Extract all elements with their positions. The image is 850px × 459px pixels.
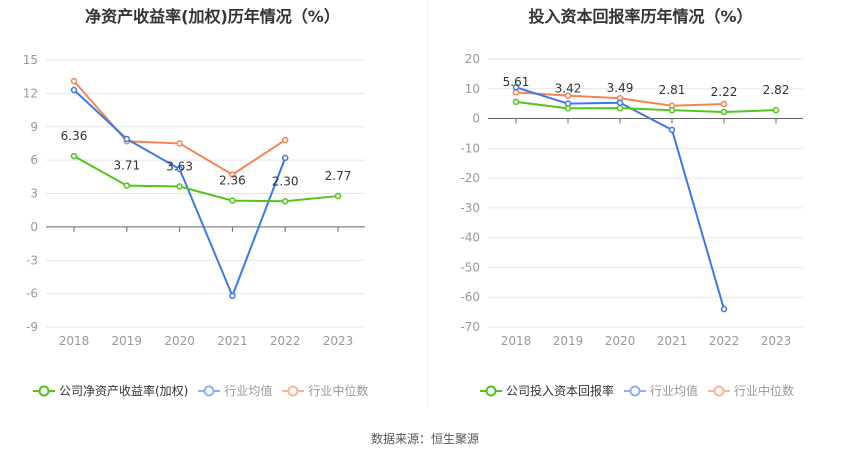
- x-tick-label: 2023: [323, 334, 354, 348]
- chart1-legend: 公司净资产收益率(加权) 行业均值 行业中位数: [33, 382, 368, 399]
- data-label: 2.81: [659, 83, 686, 97]
- data-point: [70, 77, 78, 85]
- legend-marker-icon: [282, 385, 305, 396]
- data-label: 5.61: [503, 75, 530, 89]
- y-tick-label: 9: [30, 120, 38, 134]
- data-point: [281, 198, 289, 205]
- data-point: [668, 126, 676, 134]
- data-label: 2.77: [325, 169, 352, 183]
- legend-company[interactable]: 公司净资产收益率(加权): [33, 382, 188, 399]
- data-label: 3.42: [555, 81, 582, 95]
- data-point: [772, 106, 780, 114]
- y-tick-label: 0: [472, 112, 480, 126]
- data-label: 3.71: [113, 159, 140, 173]
- x-tick-label: 2021: [657, 334, 688, 348]
- x-tick-label: 2020: [164, 334, 195, 348]
- data-point: [176, 165, 183, 173]
- legend-marker-icon: [624, 385, 647, 396]
- y-tick-label: 15: [23, 53, 38, 67]
- data-point: [512, 84, 520, 91]
- data-point: [123, 135, 131, 143]
- y-tick-label: 0: [30, 220, 38, 234]
- y-tick-label: -20: [460, 171, 480, 185]
- data-point: [668, 106, 676, 114]
- data-point: [176, 140, 183, 147]
- y-tick-label: -50: [460, 260, 480, 274]
- x-tick-label: 2021: [217, 334, 248, 348]
- roic-chart: 20 10 0 -10 -20 -30 -40 -50 -60 -70 2018 2019 2020 20…: [460, 52, 803, 348]
- legend-marker-icon: [708, 385, 731, 396]
- legend-company[interactable]: 公司投入资本回报率: [480, 382, 614, 399]
- y-tick-label: 10: [465, 82, 480, 96]
- legend-industry-median[interactable]: 行业中位数: [708, 382, 794, 399]
- data-point: [564, 92, 572, 99]
- roe-chart: 15 12 9 6 3 0 -3 -6 -9 2018 2019 2020 2021 2022 2023 6.…: [23, 53, 365, 348]
- legend-label: 公司净资产收益率(加权): [59, 384, 189, 398]
- legend-label: 行业中位数: [308, 384, 369, 398]
- data-point: [70, 86, 78, 94]
- data-point: [720, 305, 728, 313]
- data-point: [616, 99, 624, 107]
- divider: [427, 0, 428, 408]
- y-tick-label: -10: [460, 141, 480, 155]
- y-tick-label: 3: [30, 187, 38, 201]
- legend-marker-icon: [480, 385, 502, 396]
- data-label: 6.36: [61, 129, 88, 143]
- y-tick-label: -60: [460, 290, 480, 304]
- chart2-legend: 公司投入资本回报率 行业均值 行业中位数: [480, 382, 794, 399]
- data-point: [281, 154, 289, 162]
- y-tick-label: -40: [460, 231, 480, 245]
- data-point: [123, 182, 131, 189]
- x-tick-label: 2022: [709, 334, 740, 348]
- data-point: [616, 104, 624, 112]
- series-line: [515, 100, 777, 113]
- data-point: [70, 152, 78, 160]
- data-point: [564, 105, 572, 112]
- legend-label: 行业中位数: [734, 384, 795, 398]
- x-tick-label: 2022: [270, 334, 301, 348]
- legend-marker-icon: [33, 385, 55, 396]
- x-tick-label: 2018: [59, 334, 90, 348]
- x-tick-label: 2019: [553, 334, 584, 348]
- y-tick-label: -3: [26, 253, 38, 267]
- y-tick-label: -6: [26, 287, 38, 301]
- data-point: [281, 136, 289, 144]
- legend-industry-avg[interactable]: 行业均值: [198, 382, 272, 399]
- x-tick-label: 2023: [761, 334, 792, 348]
- data-point: [512, 89, 520, 96]
- y-tick-label: 12: [23, 86, 38, 100]
- series-line: [73, 155, 339, 203]
- legend-label: 行业均值: [224, 384, 273, 398]
- data-label: 2.22: [711, 85, 738, 99]
- data-point: [229, 171, 236, 178]
- data-label: 2.82: [763, 83, 790, 97]
- y-tick-label: -30: [460, 201, 480, 215]
- data-label: 2.36: [219, 174, 246, 188]
- legend-marker-icon: [198, 385, 221, 396]
- data-label: 3.63: [166, 159, 193, 173]
- y-tick-label: 20: [465, 52, 480, 66]
- chart1-title: 净资产收益率(加权)历年情况（%）: [85, 7, 340, 26]
- x-tick-label: 2020: [605, 334, 636, 348]
- x-tick-label: 2018: [501, 334, 532, 348]
- chart2-title: 投入资本回报率历年情况（%）: [528, 7, 753, 26]
- data-point: [334, 192, 342, 200]
- legend-industry-avg[interactable]: 行业均值: [624, 382, 698, 399]
- data-point: [229, 197, 236, 204]
- data-source: 数据来源：恒生聚源: [370, 432, 479, 446]
- data-point: [512, 98, 520, 106]
- data-point: [229, 292, 236, 300]
- legend-industry-median[interactable]: 行业中位数: [282, 382, 368, 399]
- data-label: 2.30: [272, 174, 299, 188]
- y-tick-label: -9: [26, 320, 38, 334]
- data-label: 3.49: [607, 81, 634, 95]
- data-point: [720, 108, 728, 116]
- data-point: [720, 100, 728, 108]
- y-tick-label: 6: [30, 153, 38, 167]
- y-tick-label: -70: [460, 320, 480, 334]
- x-tick-label: 2019: [112, 334, 143, 348]
- legend-label: 行业均值: [650, 384, 699, 398]
- legend-label: 公司投入资本回报率: [506, 384, 615, 398]
- data-point: [176, 183, 183, 190]
